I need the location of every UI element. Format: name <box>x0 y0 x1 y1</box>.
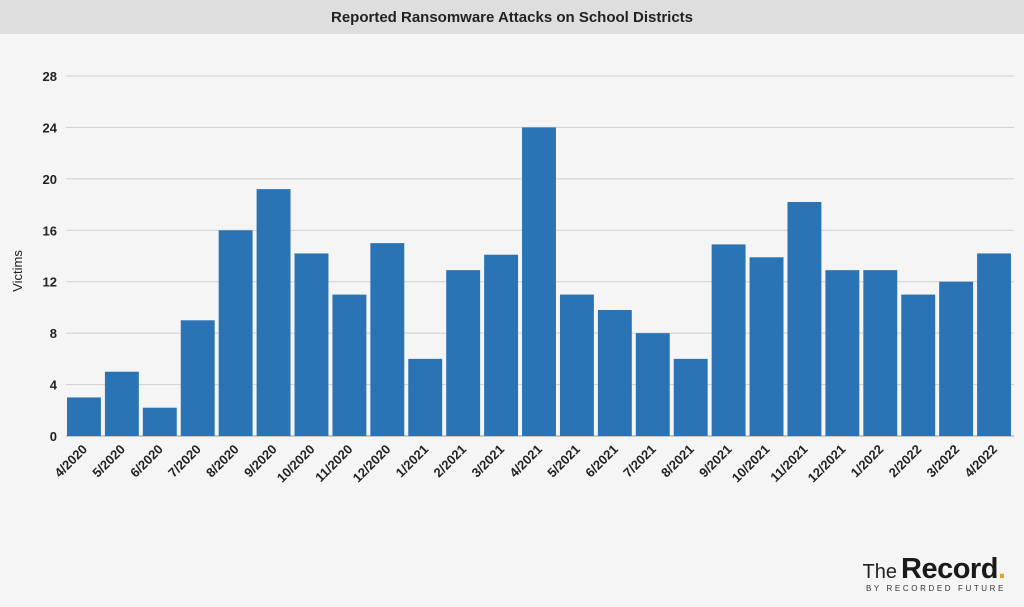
bar-9/2021 <box>711 244 746 436</box>
x-tick-label: 6/2020 <box>127 442 166 481</box>
x-tick-label: 3/2021 <box>468 442 507 481</box>
brand-dot: . <box>997 553 1006 585</box>
x-axis-ticks: 4/2020 5/2020 6/2020 7/2020 8/2020 9/202010/2… <box>51 442 1000 486</box>
y-tick-label: 20 <box>43 172 57 187</box>
x-tick-label: 2/2022 <box>886 442 925 481</box>
x-tick-label: 6/2021 <box>582 442 621 481</box>
y-tick-label: 0 <box>50 429 57 444</box>
chart-title: Reported Ransomware Attacks on School Di… <box>330 8 694 26</box>
brand-name: Record <box>901 553 998 585</box>
x-tick-label: 8/2021 <box>658 442 697 481</box>
y-axis-ticks: 0 4 8 12 16 20 24 28 <box>43 69 58 444</box>
x-tick-label: 4/2020 <box>51 442 90 481</box>
bar-12/2021 <box>825 270 860 436</box>
bar-5/2020 <box>104 371 139 436</box>
x-tick-label: 12/2021 <box>805 442 849 486</box>
bar-4/2020 <box>67 397 101 436</box>
bar-12/2020 <box>370 243 405 436</box>
y-tick-label: 12 <box>43 275 57 290</box>
chart-title-bar: Reported Ransomware Attacks on School Di… <box>0 0 1024 34</box>
x-tick-label: 1/2021 <box>393 442 432 481</box>
y-tick-label: 16 <box>43 223 57 238</box>
bar-8/2020 <box>218 230 253 436</box>
y-axis-label: Victims <box>10 250 25 292</box>
x-tick-label: 11/2021 <box>767 442 810 485</box>
x-tick-label: 10/2020 <box>274 442 318 486</box>
x-tick-label: 2/2021 <box>431 442 470 481</box>
x-tick-label: 7/2020 <box>165 442 204 481</box>
x-tick-label: 4/2021 <box>506 442 545 481</box>
bar-10/2021 <box>749 257 784 436</box>
x-tick-label: 7/2021 <box>620 442 659 481</box>
bar-8/2021 <box>673 358 708 436</box>
x-tick-label: 10/2021 <box>729 442 773 486</box>
x-tick-label: 11/2020 <box>312 442 355 485</box>
bar-4/2022 <box>977 253 1011 436</box>
bar-7/2020 <box>180 320 215 436</box>
x-tick-label: 5/2020 <box>89 442 128 481</box>
bar-4/2021 <box>522 127 556 436</box>
x-tick-label: 5/2021 <box>544 442 583 481</box>
x-tick-label: 8/2020 <box>203 442 242 481</box>
bar-7/2021 <box>635 333 670 436</box>
bar-1/2022 <box>863 270 898 436</box>
bar-5/2021 <box>559 294 594 436</box>
brand-prefix: The <box>862 561 898 583</box>
bar-9/2020 <box>256 189 291 436</box>
x-tick-label: 1/2022 <box>848 442 887 481</box>
bar-2/2022 <box>901 294 936 436</box>
bar-6/2020 <box>142 407 177 436</box>
x-tick-label: 4/2022 <box>961 442 1000 481</box>
bar-10/2020 <box>294 253 329 436</box>
y-tick-label: 24 <box>43 120 58 135</box>
y-tick-label: 28 <box>43 69 57 84</box>
bar-11/2020 <box>332 294 367 436</box>
bar-3/2021 <box>484 254 519 436</box>
bar-11/2021 <box>787 202 822 436</box>
x-tick-label: 3/2022 <box>924 442 963 481</box>
bar-1/2021 <box>408 358 443 436</box>
brand-logo: The Record . BY RECORDED FUTURE <box>863 553 1006 593</box>
brand-tagline: BY RECORDED FUTURE <box>866 584 1006 593</box>
bar-6/2021 <box>597 310 632 436</box>
x-tick-label: 12/2020 <box>350 442 394 486</box>
bar-2/2021 <box>446 270 481 436</box>
y-tick-label: 4 <box>50 378 58 393</box>
y-tick-label: 8 <box>50 326 57 341</box>
bar-3/2022 <box>939 281 974 436</box>
bars <box>67 127 1011 436</box>
